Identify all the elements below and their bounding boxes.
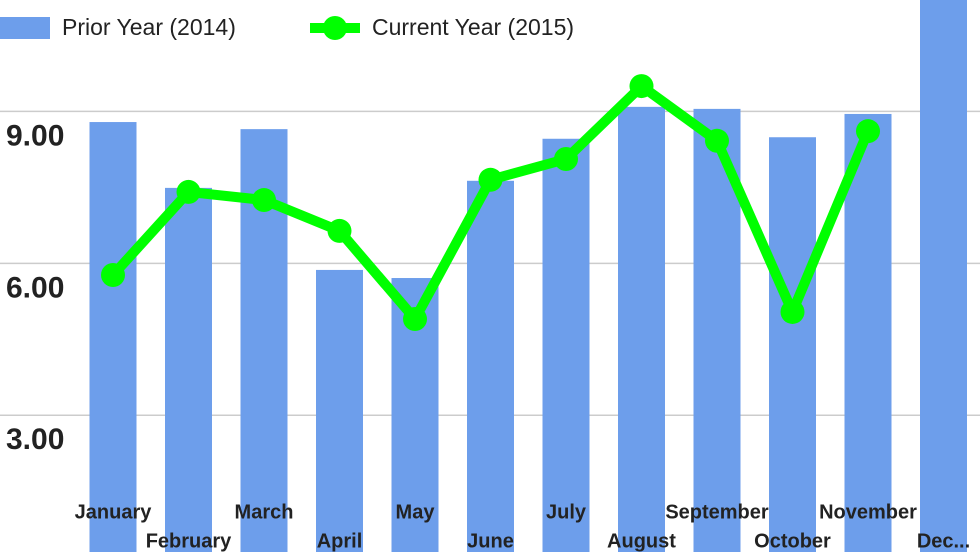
bar	[316, 269, 363, 552]
legend-swatch	[323, 16, 347, 40]
bar	[467, 180, 514, 552]
point	[252, 188, 276, 213]
bar	[769, 137, 816, 552]
point	[780, 299, 805, 324]
bar	[920, 0, 967, 552]
point	[176, 179, 201, 204]
point	[327, 218, 352, 243]
x-tick-label: August	[607, 530, 676, 552]
point	[101, 262, 125, 287]
x-tick-label: May	[396, 501, 436, 523]
x-tick-label: July	[546, 501, 587, 523]
lines	[101, 74, 880, 332]
point	[554, 147, 578, 172]
bar	[618, 106, 665, 552]
legend-label: Prior Year (2014)	[62, 14, 236, 40]
x-tick-label: March	[235, 501, 294, 523]
x-tick-label: January	[75, 501, 153, 523]
y-tick-label: 9.00	[6, 119, 64, 152]
point	[629, 74, 654, 99]
bars	[89, 0, 967, 552]
x-tick-label: June	[467, 530, 514, 552]
point	[705, 128, 729, 153]
x-tick-label: September	[665, 501, 769, 523]
point	[403, 307, 427, 332]
x-tick-label: October	[754, 530, 831, 552]
x-tick-label: April	[317, 530, 363, 552]
y-tick-label: 6.00	[6, 271, 64, 304]
x-tick-label: Dec...	[917, 530, 970, 552]
point	[478, 167, 503, 192]
bar	[89, 122, 137, 552]
bar	[542, 138, 590, 552]
point	[856, 119, 880, 144]
legend-swatch	[0, 17, 50, 39]
legend-label: Current Year (2015)	[372, 14, 574, 40]
x-tick-label: February	[146, 530, 232, 552]
y-tick-label: 3.00	[6, 423, 64, 456]
bar	[165, 187, 212, 552]
x-tick-label: November	[819, 501, 917, 523]
bar	[844, 113, 892, 552]
